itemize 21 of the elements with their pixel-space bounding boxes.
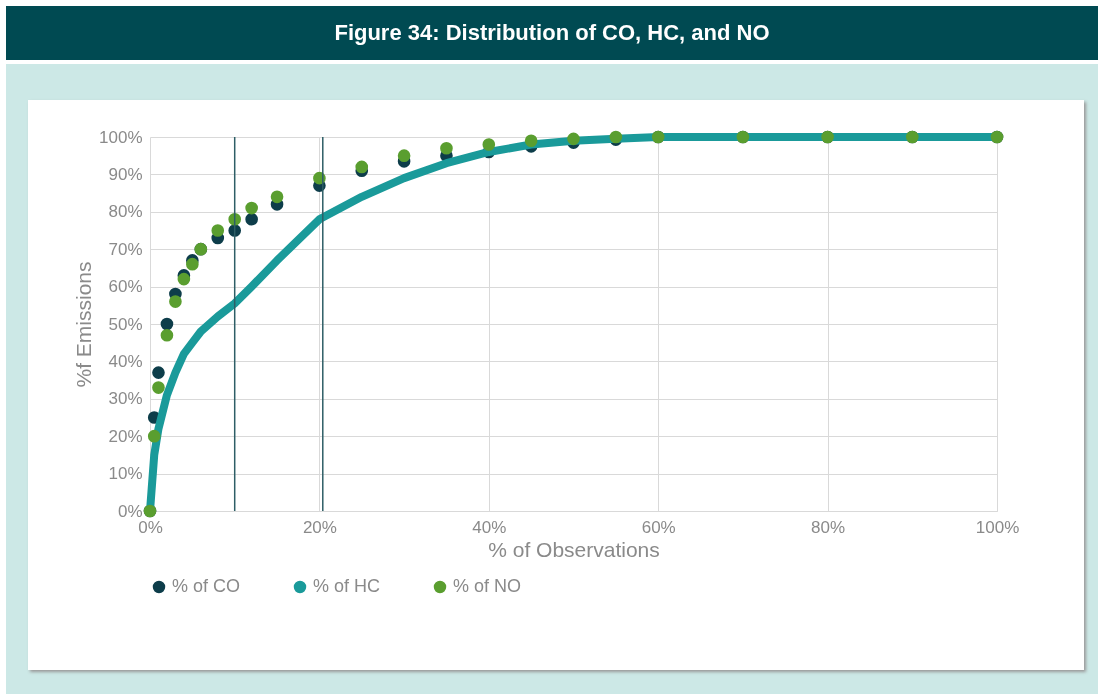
chart-title: Figure 34: Distribution of CO, HC, and NO	[6, 6, 1098, 60]
y-tick-label: 20%	[108, 426, 143, 446]
y-tick-label: 80%	[108, 202, 143, 222]
x-tick-label: 100%	[975, 517, 1020, 537]
y-tick-label: 50%	[108, 314, 143, 334]
x-tick-label: 40%	[472, 517, 507, 537]
legend-label: % of HC	[313, 576, 381, 596]
y-tick-label: 30%	[108, 389, 143, 409]
y-tick-label: 40%	[108, 351, 143, 371]
legend-label: % of CO	[172, 576, 241, 596]
legend-label: % of NO	[453, 576, 522, 596]
y-tick-label: 70%	[108, 239, 143, 259]
x-tick-label: 80%	[811, 517, 846, 537]
y-tick-label: 90%	[108, 164, 143, 184]
y-tick-label: 60%	[108, 277, 143, 297]
x-tick-label: 60%	[641, 517, 676, 537]
y-tick-label: 100%	[99, 127, 143, 147]
x-tick-label: 20%	[302, 517, 337, 537]
y-tick-label: 10%	[108, 464, 143, 484]
y-axis-title: %f Emissions	[72, 261, 96, 388]
x-axis-title: % of Observations	[488, 537, 660, 561]
